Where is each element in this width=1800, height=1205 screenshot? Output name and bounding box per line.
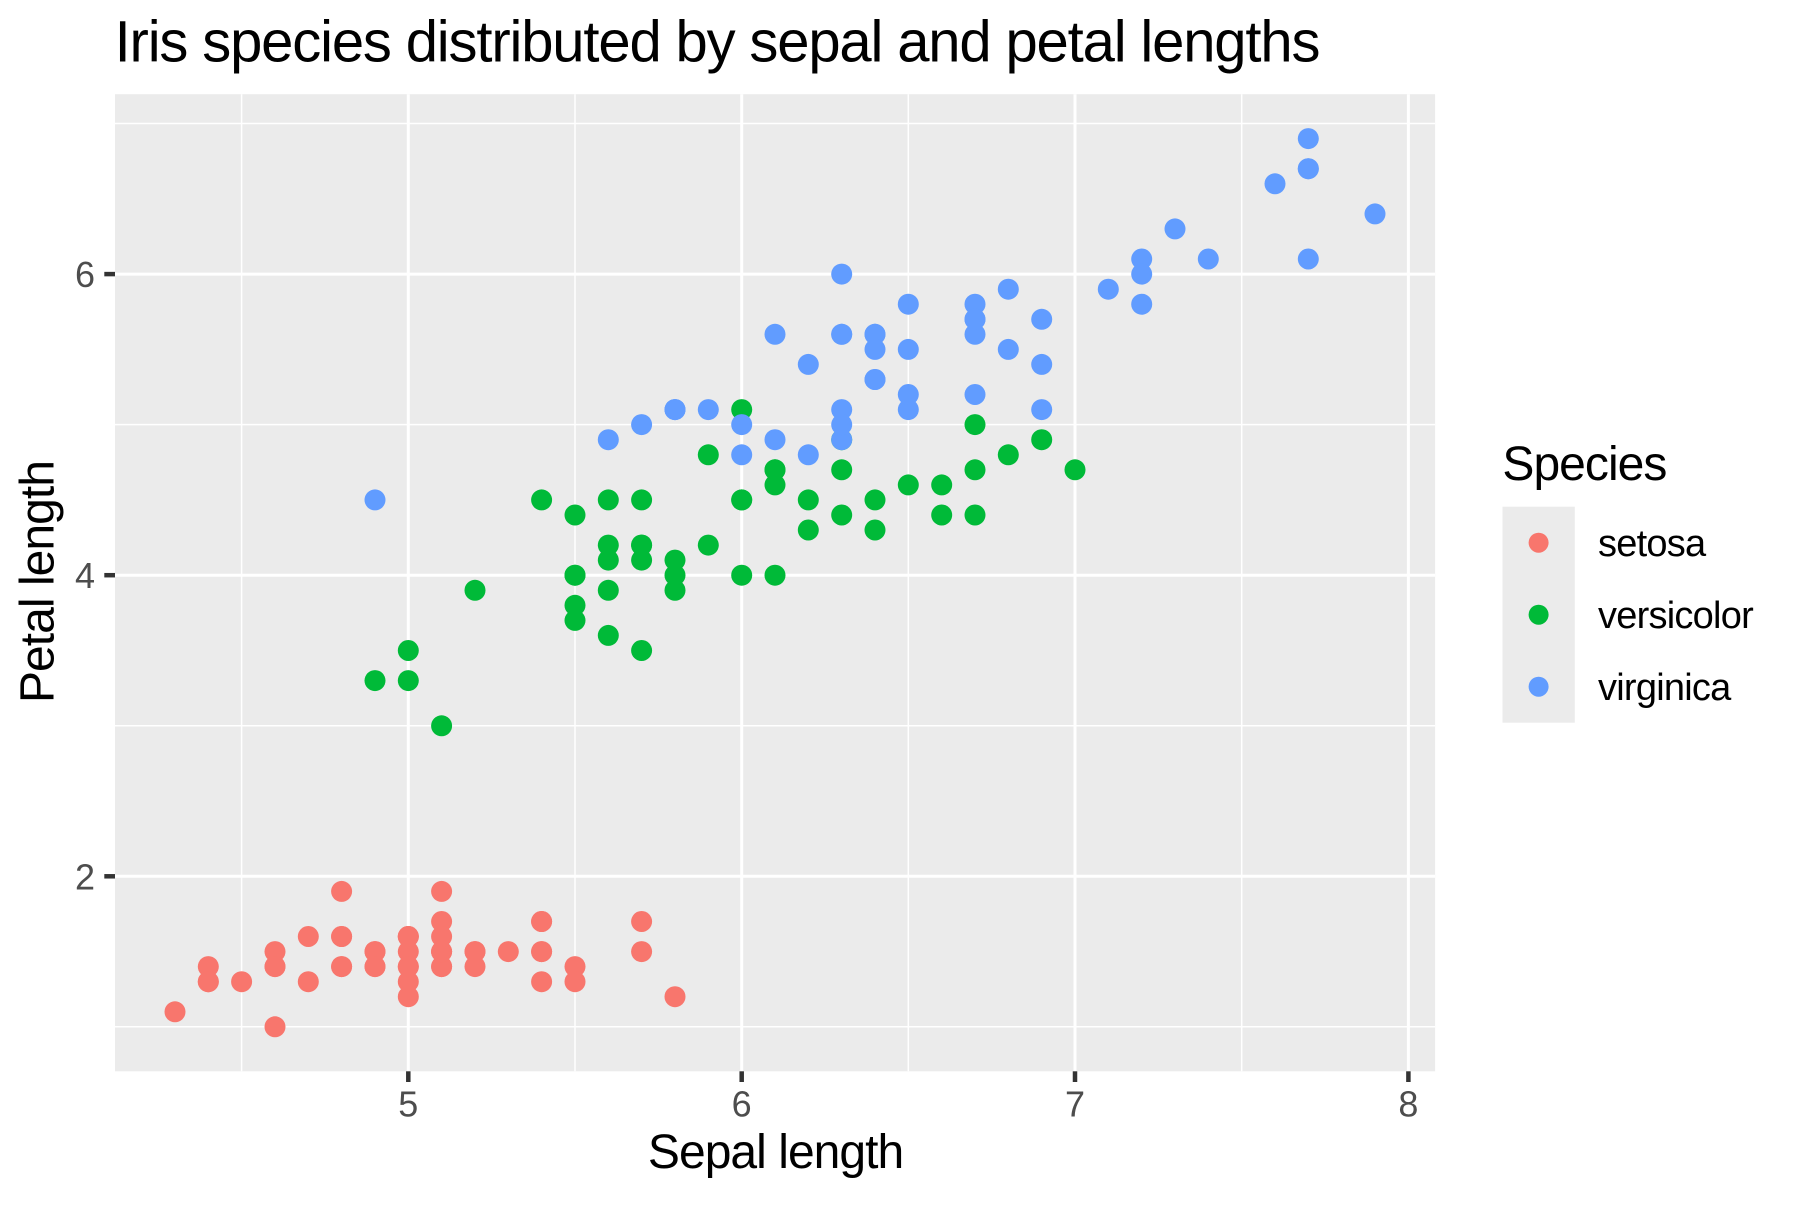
svg-text:7: 7 xyxy=(1065,1084,1085,1125)
svg-text:6: 6 xyxy=(75,254,95,295)
svg-text:Species: Species xyxy=(1502,438,1666,491)
svg-text:virginica: virginica xyxy=(1598,667,1732,709)
svg-text:Sepal length: Sepal length xyxy=(648,1126,903,1179)
svg-text:8: 8 xyxy=(1398,1084,1418,1125)
svg-text:setosa: setosa xyxy=(1598,523,1707,565)
svg-text:versicolor: versicolor xyxy=(1598,595,1754,637)
svg-text:2: 2 xyxy=(75,856,95,897)
svg-text:4: 4 xyxy=(75,555,95,596)
svg-text:5: 5 xyxy=(398,1084,418,1125)
svg-text:Iris species distributed by se: Iris species distributed by sepal and pe… xyxy=(115,10,1320,75)
svg-text:6: 6 xyxy=(732,1084,752,1125)
svg-text:Petal length: Petal length xyxy=(12,461,65,703)
